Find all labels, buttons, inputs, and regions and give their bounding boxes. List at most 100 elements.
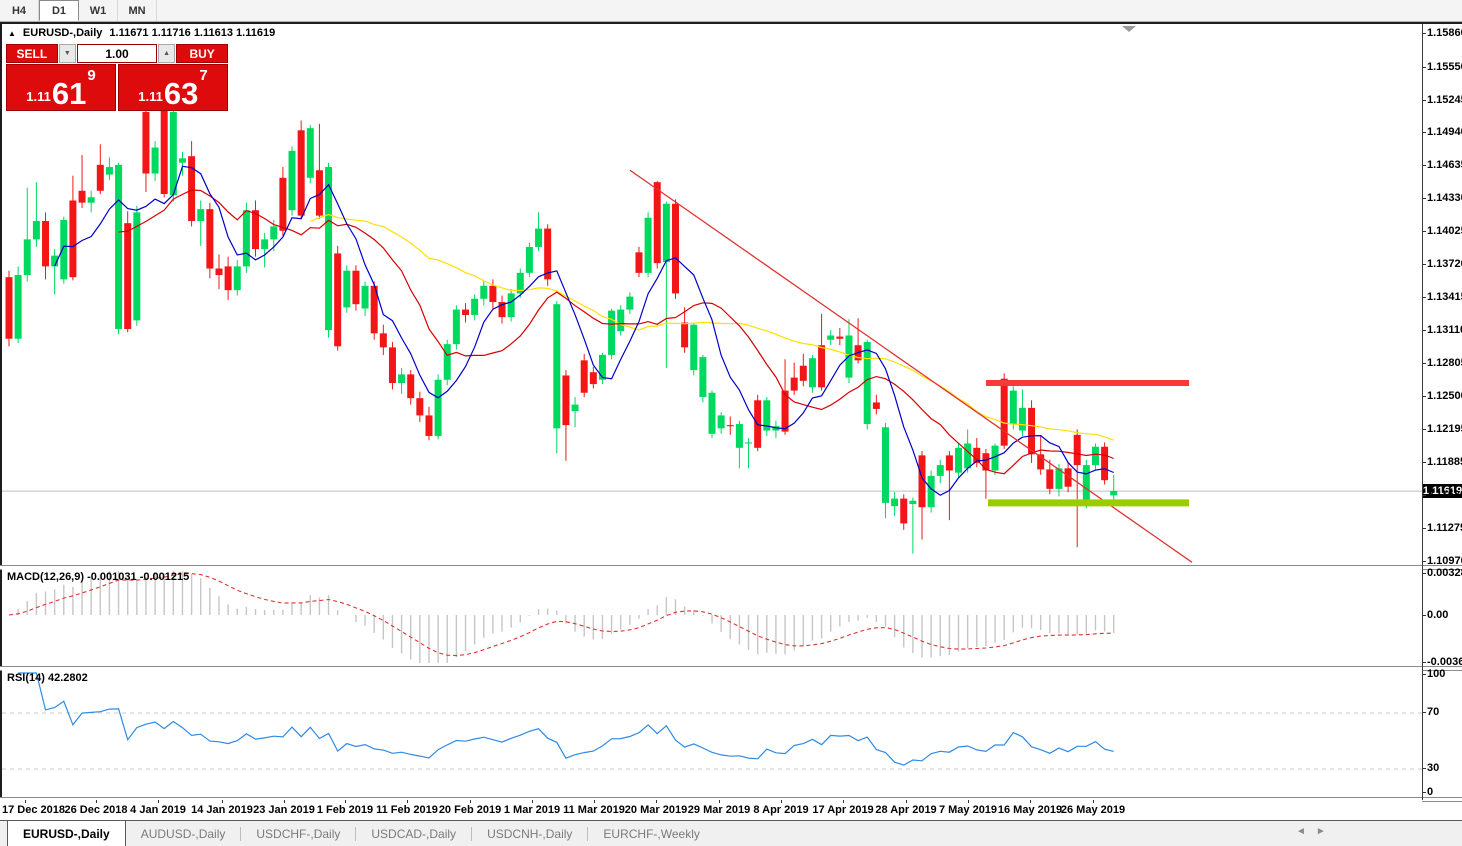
price-axis-label: 1.15245 xyxy=(1427,93,1462,106)
sell-price-big: 61 xyxy=(51,75,87,111)
date-tick xyxy=(284,800,285,803)
rsi-axis-label: 70 xyxy=(1427,706,1440,718)
date-label: 7 May 2019 xyxy=(938,804,998,816)
price-axis-tick xyxy=(1422,297,1426,299)
price-axis-tick xyxy=(1422,528,1426,530)
price-axis-label: 1.14635 xyxy=(1427,159,1462,172)
macd-axis-tick xyxy=(1422,661,1426,663)
macd-axis-label: 0.003287 xyxy=(1427,566,1462,579)
macd-axis-label: -0.003659 xyxy=(1427,655,1462,668)
price-axis-tick xyxy=(1422,198,1426,200)
date-label: 4 Jan 2019 xyxy=(130,804,186,816)
chart-ohlc-values: 1.11671 1.11716 1.11613 1.11619 xyxy=(109,27,276,39)
date-label: 1 Feb 2019 xyxy=(316,804,374,816)
rsi-axis-label: 100 xyxy=(1427,668,1446,680)
price-axis-tick xyxy=(1422,495,1426,497)
price-axis-label: 1.11885 xyxy=(1427,456,1462,469)
sell-price-small: 1.11 xyxy=(26,89,51,104)
date-tick xyxy=(532,800,533,803)
tab-scroll-left-icon[interactable]: ◄ xyxy=(1296,826,1306,837)
one-click-trading-panel: SELL ▼ ▲ BUY 1.11 61 9 1.11 63 7 xyxy=(6,44,228,111)
sell-price-button[interactable]: 1.11 61 9 xyxy=(6,64,116,111)
date-tick xyxy=(222,800,223,803)
date-label: 17 Apr 2019 xyxy=(812,804,874,816)
bid-price-tag: 1.11619 xyxy=(1422,484,1462,499)
buy-price-sup: 7 xyxy=(199,67,208,84)
date-tick xyxy=(158,800,159,803)
date-axis[interactable]: 17 Dec 2018 26 Dec 2018 4 Jan 2019 14 Jan 2… xyxy=(0,800,1422,819)
price-axis-tick xyxy=(1422,66,1426,68)
tab-audusd-daily[interactable]: AUDUSD-,Daily xyxy=(140,827,226,841)
date-tick xyxy=(968,800,969,803)
tab-usdcad-daily[interactable]: USDCAD-,Daily xyxy=(371,827,457,841)
date-label: 29 Mar 2019 xyxy=(687,804,751,816)
date-label: 8 Apr 2019 xyxy=(753,804,809,816)
price-axis-label: 1.15860 xyxy=(1427,27,1462,40)
macd-label: MACD(12,26,9) -0.001031 -0.001215 xyxy=(7,571,190,583)
chart-title: ▲ EURUSD-,Daily 1.11671 1.11716 1.11613 … xyxy=(8,27,275,39)
date-tick xyxy=(781,800,782,803)
date-tick xyxy=(25,800,26,803)
price-axis-tick xyxy=(1422,395,1426,397)
tab-separator xyxy=(240,827,242,841)
price-axis-label: 1.14330 xyxy=(1427,192,1462,205)
volume-increase-button[interactable]: ▲ xyxy=(158,44,176,63)
date-label: 17 Dec 2018 xyxy=(2,804,65,816)
price-axis-tick xyxy=(1422,165,1426,167)
price-axis-tick xyxy=(1422,33,1426,35)
timeframe-d1-button[interactable]: D1 xyxy=(39,0,79,21)
price-axis-label: 1.11275 xyxy=(1427,522,1462,535)
timeframe-toolbar: H4 D1 W1 MN xyxy=(0,0,1462,22)
date-tick xyxy=(1093,800,1094,803)
date-label: 28 Apr 2019 xyxy=(875,804,937,816)
timeframe-h4-button[interactable]: H4 xyxy=(0,0,39,21)
collapse-icon[interactable]: ▲ xyxy=(8,28,16,38)
macd-axis-label: 0.00 xyxy=(1427,609,1449,621)
tab-usdcnh-daily[interactable]: USDCNH-,Daily xyxy=(487,827,573,841)
price-axis-tick xyxy=(1422,363,1426,365)
date-tick xyxy=(96,800,97,803)
price-axis-label: 1.13720 xyxy=(1427,258,1462,271)
tab-eurchf-weekly[interactable]: EURCHF-,Weekly xyxy=(603,827,700,841)
buy-price-button[interactable]: 1.11 63 7 xyxy=(118,64,228,111)
date-label: 26 May 2019 xyxy=(1060,804,1126,816)
price-axis-tick xyxy=(1422,132,1426,134)
macd-pane[interactable] xyxy=(2,569,1422,665)
price-axis-label: 1.15550 xyxy=(1427,60,1462,73)
tab-scroll-right-icon[interactable]: ► xyxy=(1315,826,1326,837)
date-tick xyxy=(594,800,595,803)
date-label: 16 May 2019 xyxy=(997,804,1063,816)
date-tick xyxy=(656,800,657,803)
rsi-pane[interactable] xyxy=(2,670,1422,797)
rsi-axis-label: 30 xyxy=(1427,762,1440,774)
price-axis-tick xyxy=(1422,428,1426,430)
volume-input[interactable] xyxy=(77,44,157,63)
date-tick xyxy=(345,800,346,803)
tab-usdchf-daily[interactable]: USDCHF-,Daily xyxy=(256,827,341,841)
chart-symbol-label: EURUSD-,Daily xyxy=(22,27,103,39)
tab-eurusd-daily[interactable]: EURUSD-,Daily xyxy=(7,821,126,846)
price-axis-border xyxy=(1422,24,1423,800)
buy-button[interactable]: BUY xyxy=(176,44,228,63)
date-label: 20 Feb 2019 xyxy=(438,804,502,816)
date-tick xyxy=(719,800,720,803)
date-label: 11 Mar 2019 xyxy=(563,804,625,816)
rsi-axis-tick xyxy=(1422,768,1426,769)
price-axis-label: 1.13415 xyxy=(1427,291,1462,304)
price-axis-label: 1.14940 xyxy=(1427,126,1462,139)
window-border-left xyxy=(0,24,2,800)
sell-button[interactable]: SELL xyxy=(6,44,58,63)
price-axis-label: 1.12500 xyxy=(1427,389,1462,402)
timeframe-w1-button[interactable]: W1 xyxy=(79,0,118,21)
date-label: 11 Feb 2019 xyxy=(376,804,438,816)
price-axis-tick xyxy=(1422,264,1426,266)
timeframe-mn-button[interactable]: MN xyxy=(118,0,157,21)
date-label: 20 Mar 2019 xyxy=(624,804,688,816)
tab-separator xyxy=(355,827,357,841)
chart-shift-marker-icon[interactable] xyxy=(1122,26,1136,32)
sell-price-sup: 9 xyxy=(87,67,96,84)
volume-decrease-button[interactable]: ▼ xyxy=(58,44,76,63)
price-chart[interactable] xyxy=(2,25,1422,565)
rsi-axis-tick xyxy=(1422,792,1426,793)
